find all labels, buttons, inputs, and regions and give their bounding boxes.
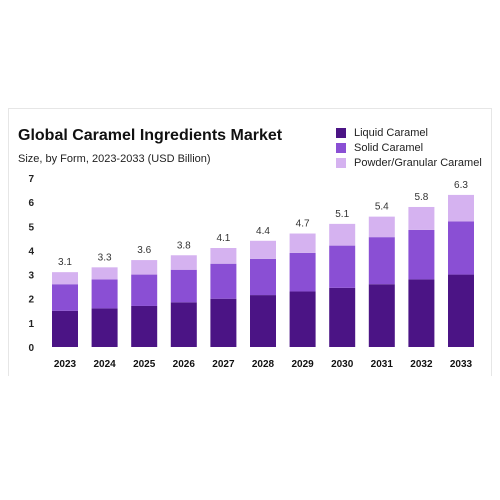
legend-swatch-liquid bbox=[336, 127, 346, 138]
legend-label-liquid: Liquid Caramel bbox=[354, 126, 428, 139]
legend-item-solid: Solid Caramel bbox=[336, 140, 482, 155]
bar-total-label: 4.1 bbox=[216, 233, 230, 244]
bar-segment-liquid bbox=[368, 284, 395, 347]
legend: Liquid Caramel Solid Caramel Powder/Gran… bbox=[336, 125, 482, 170]
legend-item-powder: Powder/Granular Caramel bbox=[336, 155, 482, 170]
x-tick-label: 2027 bbox=[212, 359, 235, 370]
bar-segment-liquid bbox=[91, 308, 118, 347]
y-tick-label: 3 bbox=[28, 271, 34, 282]
bar-segment-solid bbox=[131, 274, 158, 306]
bar-segment-solid bbox=[91, 279, 118, 309]
y-tick-label: 1 bbox=[28, 319, 34, 330]
bar-segment-powder bbox=[170, 255, 197, 270]
x-tick-label: 2025 bbox=[133, 359, 156, 370]
bar-total-label: 3.1 bbox=[58, 257, 72, 268]
bar-segment-liquid bbox=[408, 279, 435, 347]
bar-segment-powder bbox=[408, 206, 435, 230]
frame-left-line bbox=[8, 108, 9, 376]
bar-segment-solid bbox=[289, 252, 316, 292]
bar-total-label: 4.4 bbox=[256, 226, 270, 237]
bar-segment-liquid bbox=[52, 310, 78, 347]
legend-label-powder: Powder/Granular Caramel bbox=[354, 156, 482, 169]
bar-segment-solid bbox=[368, 237, 395, 285]
x-tick-label: 2031 bbox=[371, 359, 394, 370]
bar-segment-liquid bbox=[250, 295, 276, 347]
bar-total-label: 5.4 bbox=[375, 202, 389, 213]
x-tick-label: 2026 bbox=[173, 359, 196, 370]
y-tick-label: 6 bbox=[28, 198, 34, 209]
bar-total-label: 5.1 bbox=[335, 209, 349, 220]
bar-segment-powder bbox=[289, 233, 316, 253]
bar-total-label: 3.8 bbox=[177, 240, 191, 251]
bar-segment-powder bbox=[210, 248, 237, 264]
legend-swatch-powder bbox=[336, 157, 346, 168]
bar-segment-liquid bbox=[210, 298, 237, 347]
bar-segment-solid bbox=[210, 263, 237, 299]
y-tick-label: 4 bbox=[28, 246, 34, 257]
legend-item-liquid: Liquid Caramel bbox=[336, 125, 482, 140]
bar-segment-liquid bbox=[131, 305, 158, 347]
y-tick-label: 5 bbox=[28, 222, 34, 233]
x-tick-label: 2033 bbox=[450, 359, 473, 370]
x-tick-label: 2030 bbox=[331, 359, 354, 370]
bar-segment-solid bbox=[170, 269, 197, 303]
bar-total-label: 5.8 bbox=[414, 192, 428, 203]
bar-segment-powder bbox=[91, 267, 118, 280]
bar-segment-liquid bbox=[289, 291, 316, 347]
legend-label-solid: Solid Caramel bbox=[354, 141, 424, 154]
y-tick-label: 7 bbox=[28, 174, 34, 185]
bar-segment-powder bbox=[52, 272, 78, 285]
bar-segment-powder bbox=[131, 260, 158, 275]
x-tick-label: 2023 bbox=[54, 359, 77, 370]
chart-subtitle: Size, by Form, 2023-2033 (USD Billion) bbox=[18, 153, 211, 165]
x-tick-label: 2024 bbox=[93, 359, 116, 370]
bar-segment-solid bbox=[250, 258, 276, 296]
bar-total-label: 6.3 bbox=[454, 180, 468, 191]
frame-right-line bbox=[491, 108, 492, 376]
bar-segment-solid bbox=[448, 221, 474, 275]
frame-top-line bbox=[8, 108, 492, 109]
x-tick-label: 2029 bbox=[291, 359, 314, 370]
bar-segment-liquid bbox=[170, 302, 197, 347]
bar-total-label: 3.6 bbox=[137, 245, 151, 256]
bar-segment-solid bbox=[408, 229, 435, 280]
legend-swatch-solid bbox=[336, 142, 346, 153]
bar-segment-powder bbox=[329, 223, 356, 246]
bar-total-label: 4.7 bbox=[296, 219, 310, 230]
bar-segment-liquid bbox=[329, 287, 356, 347]
x-tick-label: 2032 bbox=[410, 359, 433, 370]
bar-segment-solid bbox=[329, 245, 356, 288]
bar-segment-powder bbox=[250, 240, 276, 259]
chart-title: Global Caramel Ingredients Market bbox=[18, 127, 283, 144]
bar-segment-powder bbox=[368, 216, 395, 238]
x-tick-label: 2028 bbox=[252, 359, 275, 370]
bar-segment-solid bbox=[52, 284, 78, 311]
y-tick-label: 2 bbox=[28, 295, 34, 306]
bar-segment-liquid bbox=[448, 274, 474, 347]
bar-total-label: 3.3 bbox=[98, 252, 112, 263]
bar-segment-powder bbox=[448, 194, 474, 222]
y-tick-label: 0 bbox=[28, 343, 34, 354]
